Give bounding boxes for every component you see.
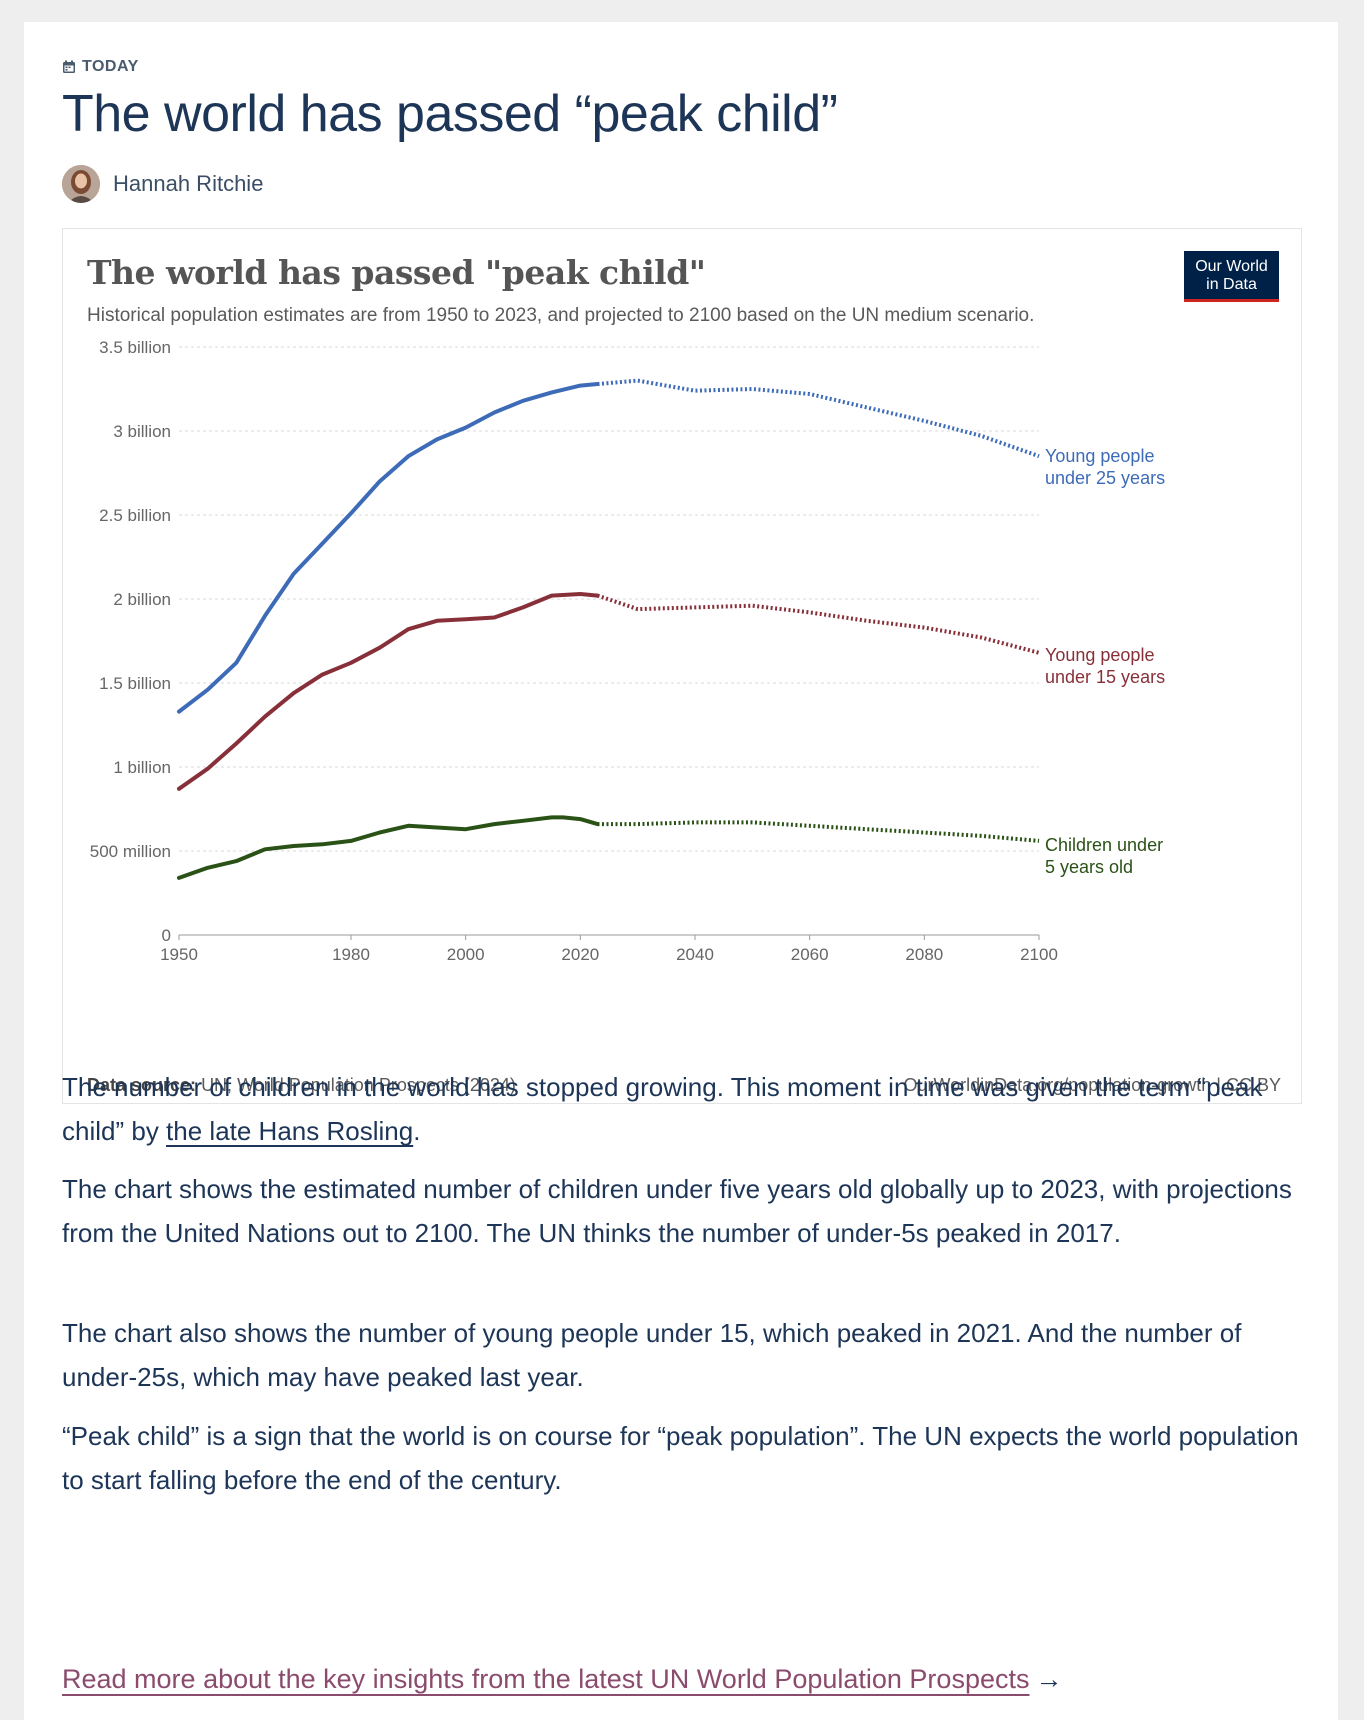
owid-logo-line2: in Data: [1206, 276, 1257, 293]
y-tick-label: 0: [162, 926, 171, 945]
series-label: under 25 years: [1045, 468, 1165, 488]
chart-source-label: Data source:: [87, 1075, 197, 1095]
x-tick-label: 1980: [332, 945, 370, 964]
series-label: Children under: [1045, 835, 1163, 855]
paragraph-intro: The number of children in the world has …: [62, 1065, 1312, 1153]
y-tick-label: 1 billion: [113, 758, 171, 777]
hans-rosling-link[interactable]: the late Hans Rosling: [166, 1116, 414, 1146]
x-tick-label: 2040: [676, 945, 714, 964]
x-tick-label: 2100: [1020, 945, 1058, 964]
paragraph-under5: The chart shows the estimated number of …: [62, 1174, 1292, 1248]
series-label: Young people: [1045, 645, 1154, 665]
x-tick-label: 2000: [447, 945, 485, 964]
y-tick-label: 1.5 billion: [99, 674, 171, 693]
series-label: 5 years old: [1045, 857, 1133, 877]
eyebrow-label: TODAY: [82, 58, 139, 75]
series-label: under 15 years: [1045, 667, 1165, 687]
author-name[interactable]: Hannah Ritchie: [113, 171, 264, 196]
x-tick-label: 2020: [561, 945, 599, 964]
series-line-projection: [597, 378, 1040, 459]
read-more-link[interactable]: Read more about the key insights from th…: [62, 1664, 1030, 1694]
series-line-historical: [177, 815, 600, 880]
paragraph-peak-population: “Peak child” is a sign that the world is…: [62, 1421, 1299, 1495]
owid-logo[interactable]: Our World in Data: [1184, 251, 1279, 302]
y-tick-label: 500 million: [90, 842, 171, 861]
arrow-right-icon: →: [1035, 1664, 1063, 1694]
series-line-historical: [177, 592, 600, 791]
x-tick-label: 2080: [905, 945, 943, 964]
chart-source-text: UN, World Population Prospects (2024): [201, 1075, 516, 1095]
paragraph-intro-end: .: [413, 1116, 421, 1146]
chart-title: The world has passed "peak child": [87, 253, 706, 292]
chart-plot: 0 500 million 1 billion 1.5 billion 2 billio…: [90, 338, 1165, 964]
chart-source: Data source: UN, World Population Prospe…: [87, 1075, 516, 1096]
read-more[interactable]: Read more about the key insights from th…: [62, 1664, 1062, 1695]
eyebrow: TODAY: [62, 58, 139, 76]
series-line-projection: [596, 593, 1040, 655]
paragraph-intro-text: The number of children in the world has …: [62, 1072, 1263, 1146]
y-tick-label: 2 billion: [113, 590, 171, 609]
paragraph-under15: The chart also shows the number of young…: [62, 1318, 1242, 1392]
y-tick-label: 2.5 billion: [99, 506, 171, 525]
calendar-icon: [62, 60, 76, 74]
y-tick-label: 3 billion: [113, 422, 171, 441]
owid-logo-line1: Our World: [1195, 258, 1268, 275]
series-line-historical: [177, 382, 600, 714]
y-tick-label: 3.5 billion: [99, 338, 171, 357]
x-tick-label: 2060: [791, 945, 829, 964]
page-title: The world has passed “peak child”: [62, 85, 838, 143]
article-card: TODAY The world has passed “peak child” …: [24, 22, 1338, 1720]
series-line-projection: [597, 820, 1040, 843]
chart-figure: 0 500 million 1 billion 1.5 billion 2 billio…: [62, 228, 1302, 1104]
series-label: Young people: [1045, 446, 1154, 466]
avatar[interactable]: [62, 165, 100, 203]
chart-credit-link[interactable]: OurWorldinData.org/population-growth | C…: [903, 1075, 1281, 1095]
x-tick-label: 1950: [160, 945, 198, 964]
author-byline[interactable]: Hannah Ritchie: [62, 165, 263, 203]
chart-subtitle: Historical population estimates are from…: [87, 305, 1035, 326]
